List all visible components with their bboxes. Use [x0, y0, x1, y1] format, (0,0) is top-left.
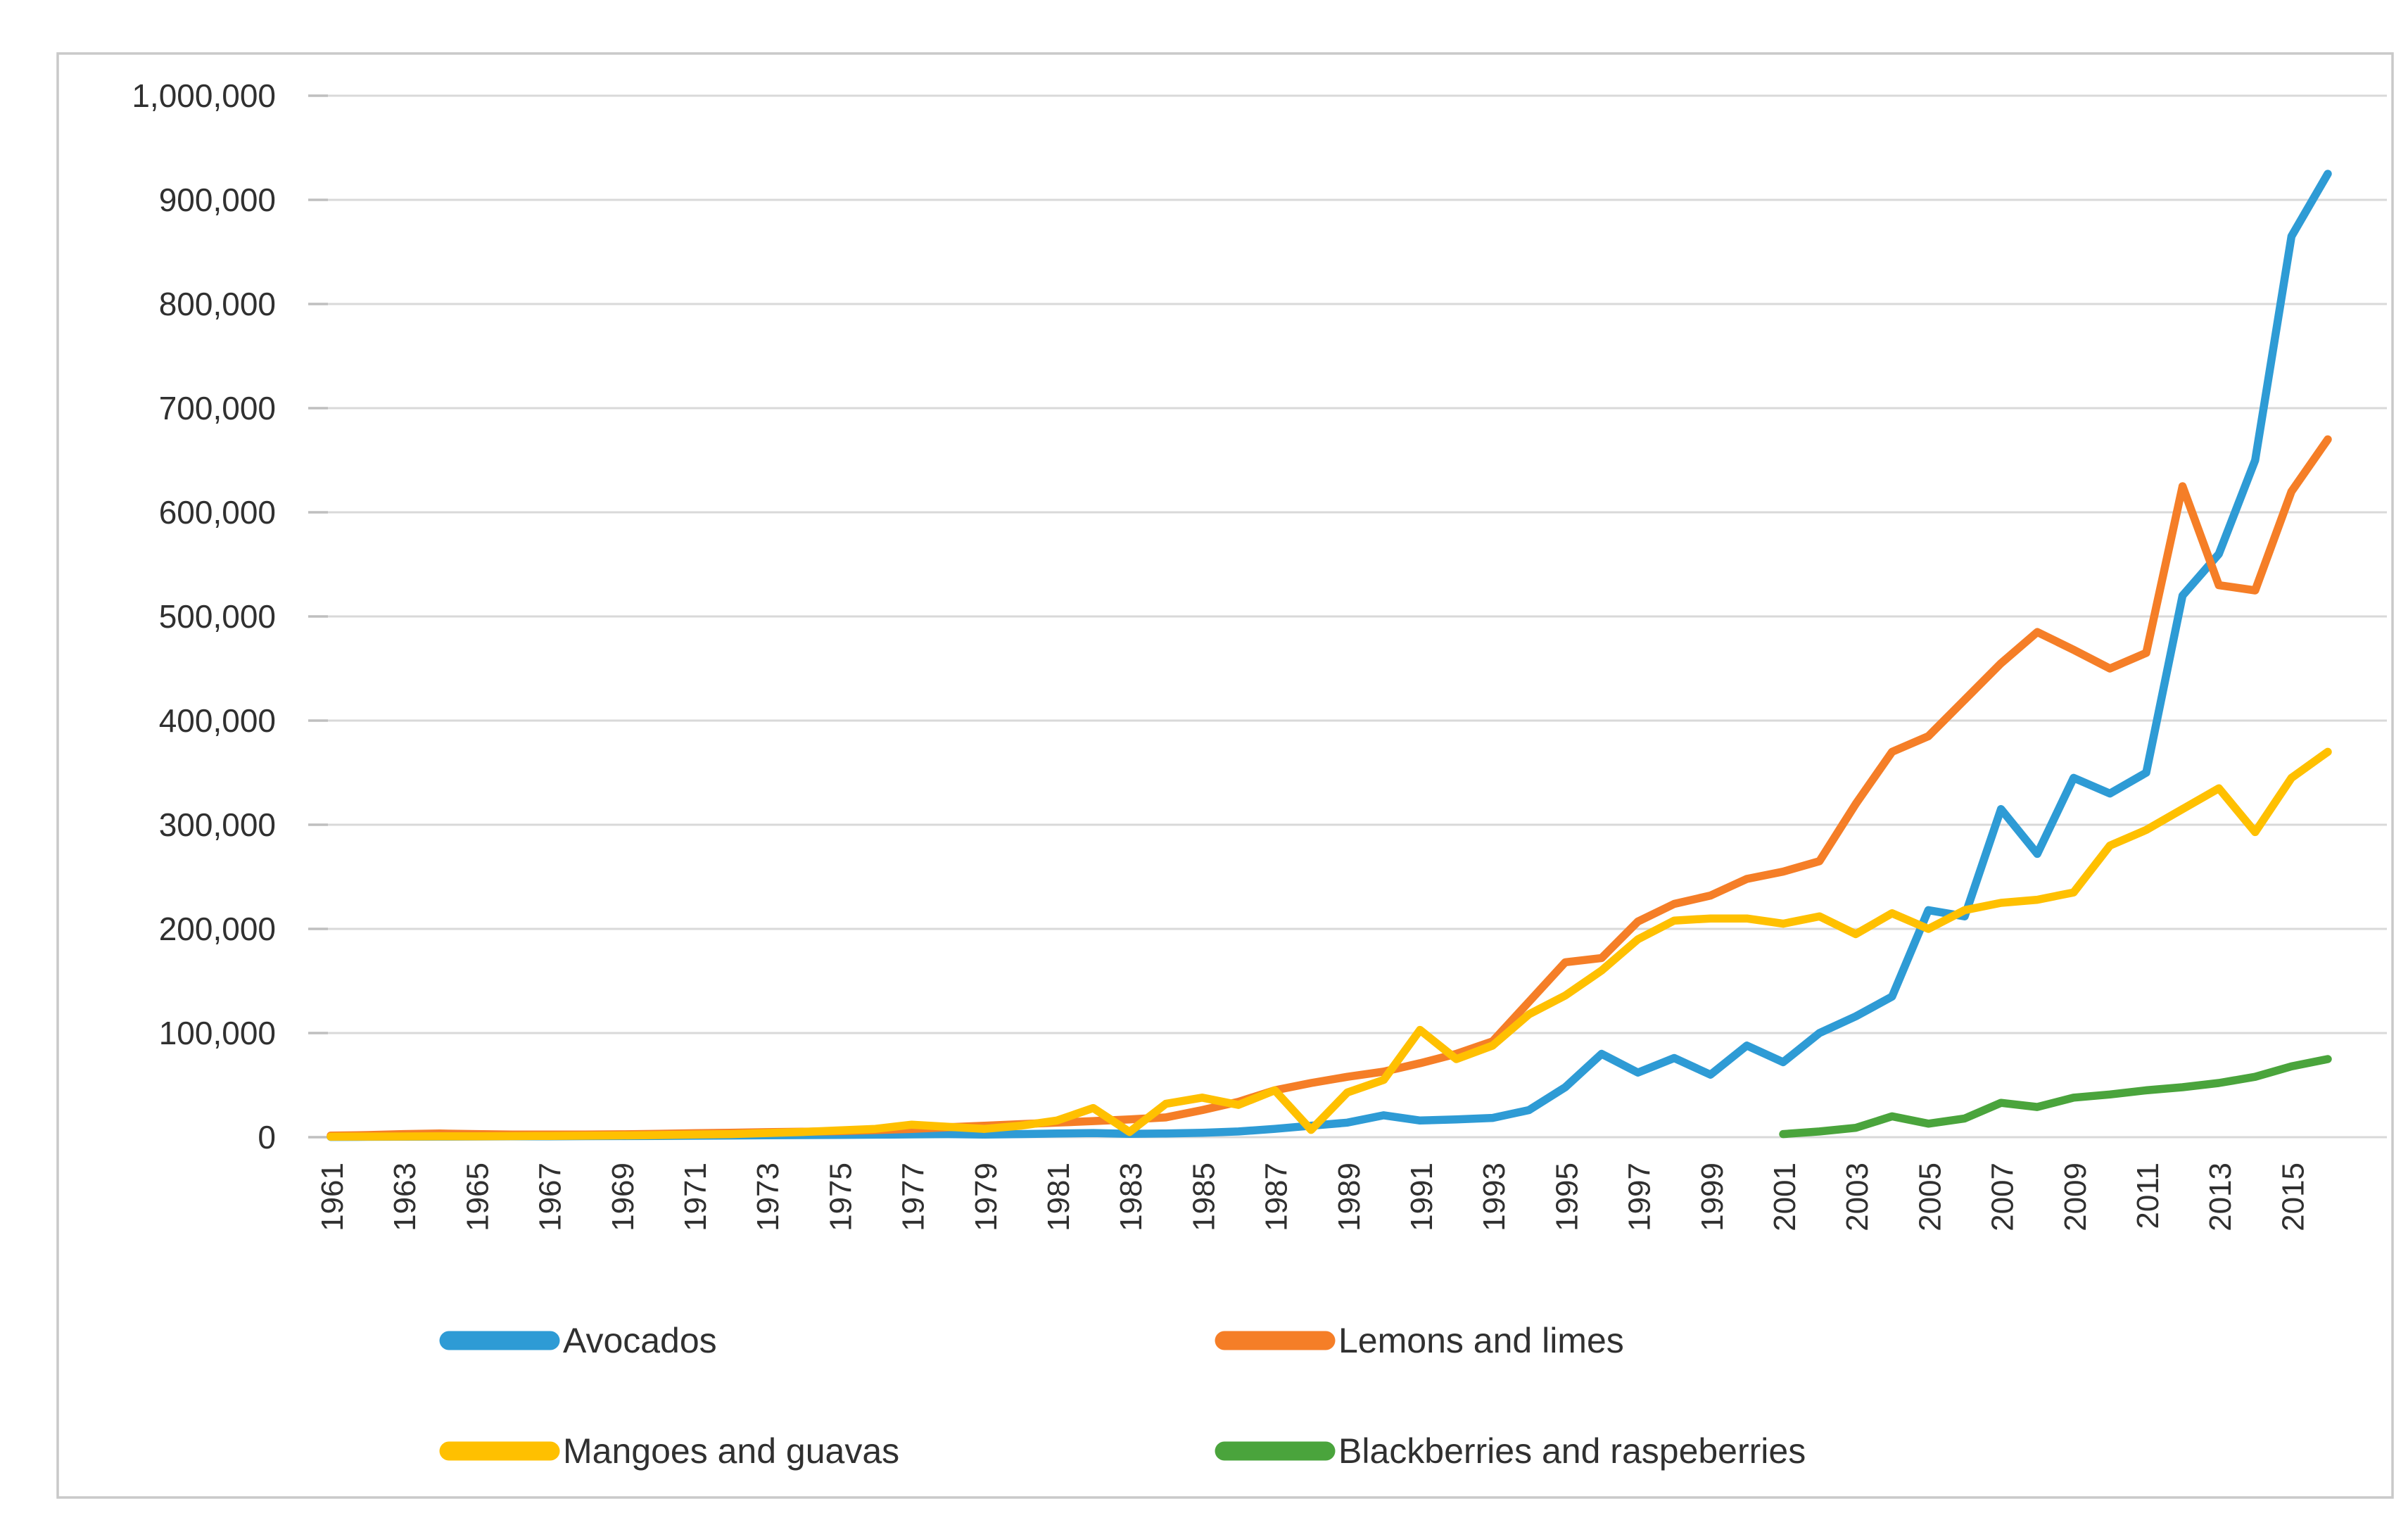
x-tick-label: 1967 — [533, 1163, 568, 1231]
x-tick-label: 1963 — [388, 1163, 422, 1231]
y-tick-label: 700,000 — [159, 390, 276, 426]
x-tick-label: 1987 — [1260, 1163, 1294, 1231]
x-tick-label: 1979 — [969, 1163, 1003, 1231]
legend-label-blackberries-and-raspeberries: Blackberries and raspeberries — [1338, 1431, 1806, 1471]
x-tick-label: 1971 — [678, 1163, 713, 1231]
x-tick-label: 1975 — [823, 1163, 858, 1231]
x-tick-label: 2009 — [2058, 1163, 2093, 1231]
x-tick-label: 1991 — [1405, 1163, 1439, 1231]
y-tick-label: 900,000 — [159, 182, 276, 218]
y-tick-label: 800,000 — [159, 286, 276, 322]
x-tick-label: 1977 — [896, 1163, 931, 1231]
x-tick-label: 2007 — [1986, 1163, 2020, 1231]
x-tick-label: 1961 — [315, 1163, 350, 1231]
series-line-mangoes-and-guavas — [327, 747, 2332, 1141]
x-tick-label: 2003 — [1840, 1163, 1875, 1231]
x-tick-label: 1999 — [1695, 1163, 1730, 1231]
x-tick-label: 1997 — [1623, 1163, 1657, 1231]
legend-label-avocados: Avocados — [563, 1321, 717, 1360]
legend-label-lemons-and-limes: Lemons and limes — [1338, 1321, 1624, 1360]
x-tick-label: 1973 — [751, 1163, 785, 1231]
x-tick-label: 2013 — [2203, 1163, 2238, 1231]
y-tick-label: 500,000 — [159, 598, 276, 635]
x-tick-label: 1965 — [460, 1163, 495, 1231]
x-tick-label: 2011 — [2131, 1163, 2165, 1229]
x-tick-label: 2015 — [2276, 1163, 2310, 1231]
x-tick-label: 2001 — [1768, 1163, 1802, 1231]
x-tick-label: 2005 — [1913, 1163, 1947, 1231]
y-tick-label: 400,000 — [159, 702, 276, 739]
series-line-blackberries-and-raspeberries — [1779, 1055, 2332, 1139]
x-tick-label: 1983 — [1114, 1163, 1148, 1231]
x-tick-label: 1981 — [1041, 1163, 1076, 1231]
x-tick-label: 1995 — [1550, 1163, 1584, 1231]
y-tick-label: 1,000,000 — [132, 77, 276, 114]
y-tick-label: 100,000 — [159, 1015, 276, 1051]
x-tick-label: 1989 — [1332, 1163, 1367, 1231]
chart-frame-border — [56, 52, 2394, 1499]
legend-label-mangoes-and-guavas: Mangoes and guavas — [563, 1431, 899, 1471]
y-tick-label: 300,000 — [159, 806, 276, 843]
y-tick-label: 0 — [258, 1119, 276, 1155]
y-tick-label: 200,000 — [159, 911, 276, 947]
x-tick-label: 1985 — [1186, 1163, 1221, 1231]
y-tick-label: 600,000 — [159, 494, 276, 531]
x-tick-label: 1969 — [606, 1163, 640, 1231]
x-tick-label: 1993 — [1477, 1163, 1512, 1231]
